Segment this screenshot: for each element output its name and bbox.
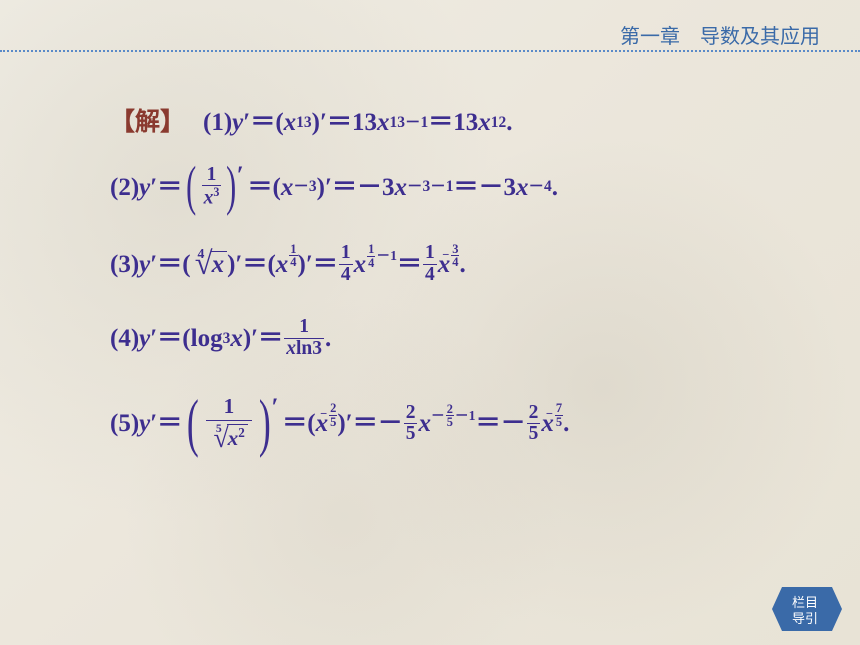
solution-content: 【解】 (1) y′＝(x13)′＝13x13－1＝13x12. (2) y′＝… — [110, 110, 800, 485]
header-divider — [0, 50, 860, 52]
eq4-label: (4) — [110, 326, 139, 351]
equation-2: (2) y′＝ ( 1 x3 )′ ＝(x－3)′＝－3x－3－1＝－3x－4. — [110, 165, 800, 209]
eq2-label: (2) — [110, 175, 139, 200]
eq5-big-fraction: 1 5 √ x2 — [206, 393, 252, 454]
eq1-label: (1) — [203, 110, 232, 135]
nav-tab-button[interactable]: 栏目 导引 — [772, 581, 842, 637]
eq4-fraction: 1 xln3 — [284, 317, 324, 359]
equation-4: (4) y′＝(log3x)′＝ 1 xln3 . — [110, 317, 800, 359]
nav-tab-label: 栏目 导引 — [792, 595, 818, 628]
equation-5: (5) y′＝ ( 1 5 √ x2 )′ ＝(x 25 )′＝－ 25 x －… — [110, 393, 800, 454]
solve-label: 【解】 — [110, 110, 185, 135]
equation-3: (3) y′＝( 4 √ x )′＝(x 14 )′＝ 14 x 14－1 ＝ … — [110, 243, 800, 285]
chapter-header: 第一章 导数及其应用 — [620, 20, 820, 49]
equation-1: 【解】 (1) y′＝(x13)′＝13x13－1＝13x12. — [110, 110, 800, 135]
chapter-title: 导数及其应用 — [700, 26, 820, 48]
eq3-label: (3) — [110, 252, 139, 277]
chapter-number: 第一章 — [620, 26, 680, 48]
eq3-root: 4 √ x — [191, 248, 227, 281]
eq2-fraction: 1 x3 — [202, 165, 222, 209]
eq5-label: (5) — [110, 411, 139, 436]
